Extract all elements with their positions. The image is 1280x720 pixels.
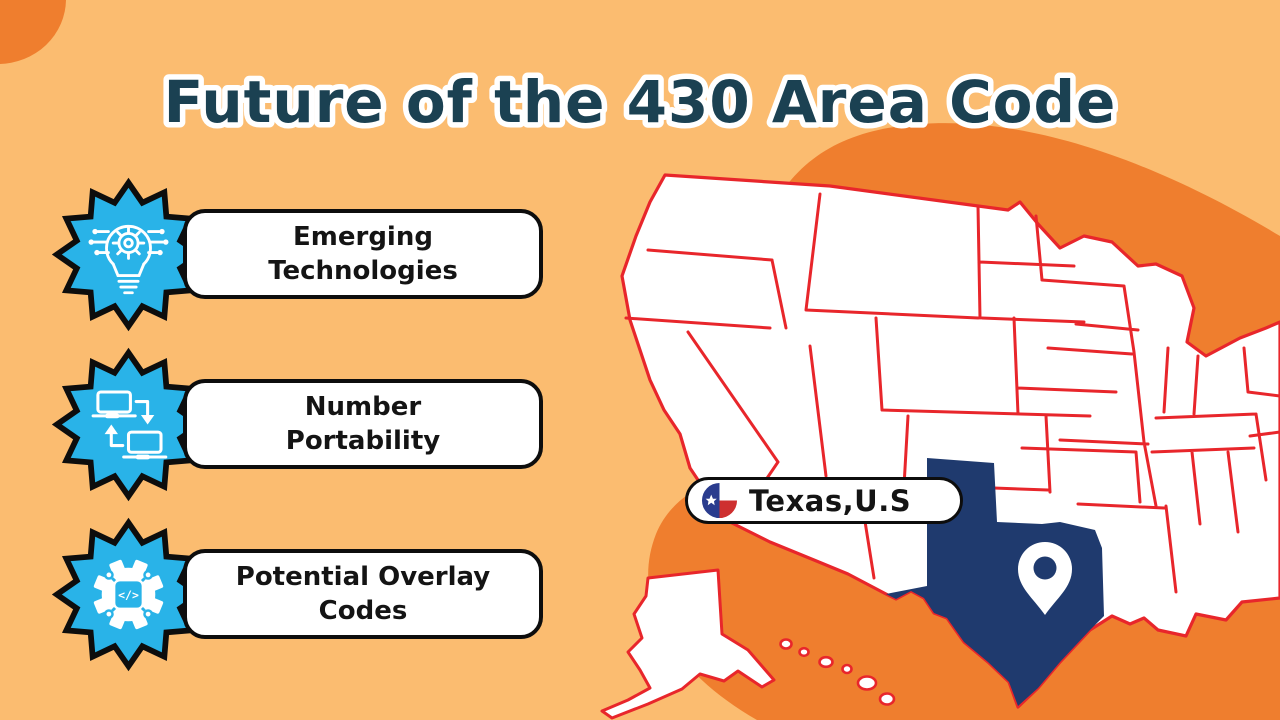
feature-label-box: Emerging Technologies: [183, 209, 543, 299]
location-label-pill: Texas,U.S: [685, 477, 963, 524]
feature-label-line: Technologies: [268, 256, 458, 286]
ai-technology-icon: [88, 224, 169, 295]
texas-flag-icon: [701, 482, 738, 519]
feature-label-line: Emerging: [293, 221, 433, 252]
feature-item-potential-overlay-codes: </> Potential Overlay Codes: [52, 516, 544, 674]
feature-label-line: Potential Overlay: [235, 561, 491, 592]
feature-label-line: Codes: [318, 596, 408, 626]
page-title: Future of the 430 Area Code: [164, 68, 1117, 136]
chip-code-glyph: </>: [118, 588, 139, 602]
feature-item-number-portability: Number Portability: [52, 346, 544, 504]
hawaii-islands: [779, 638, 896, 706]
starburst-badge: [52, 177, 205, 332]
device-transfer-icon: [91, 390, 168, 460]
starburst-badge: </>: [52, 517, 205, 672]
location-label-text: Texas,U.S: [749, 483, 912, 518]
gear-chip-icon: </>: [93, 559, 164, 630]
feature-label-box: Number Portability: [183, 379, 543, 469]
feature-label-line: Portability: [285, 426, 441, 456]
feature-label-box: Potential Overlay Codes: [183, 549, 543, 639]
feature-label-line: Number: [304, 391, 422, 422]
us-map: [600, 173, 1280, 720]
alaska-state: [600, 568, 776, 720]
feature-item-emerging-technologies: Emerging Technologies: [52, 176, 544, 334]
title-banner: Future of the 430 Area Code: [158, 63, 1121, 142]
location-pin-icon: [1018, 542, 1072, 615]
